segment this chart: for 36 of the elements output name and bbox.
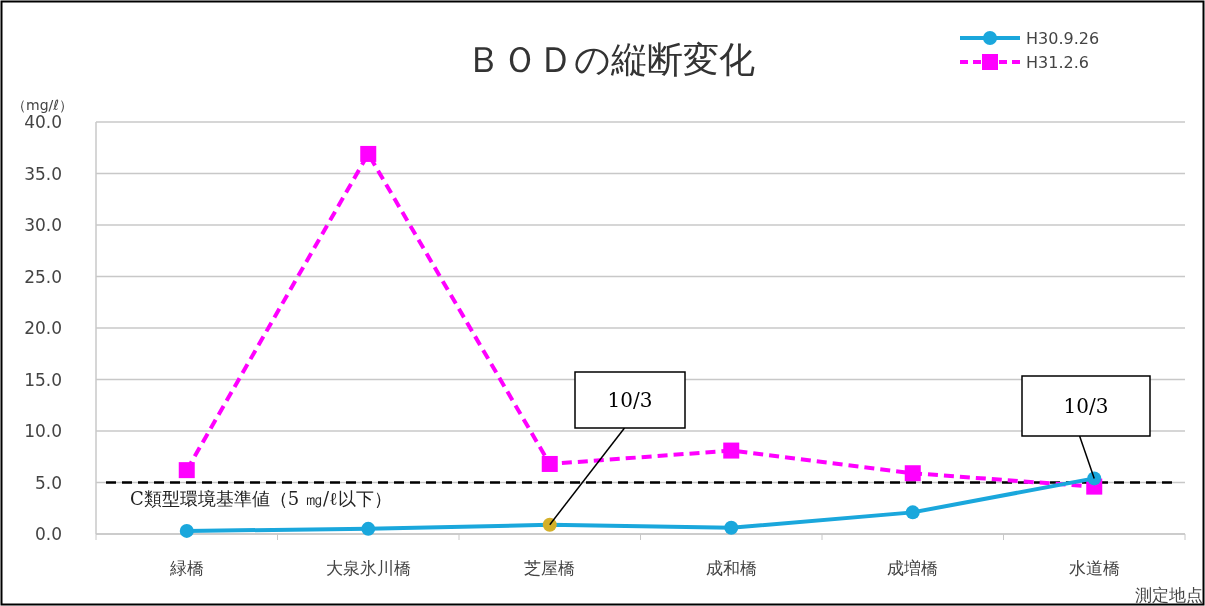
point (904, 465, 921, 482)
point (179, 523, 194, 538)
y-tick-label: 40.0 (24, 112, 62, 132)
x-axis-title: 測定地点 (1135, 585, 1203, 605)
legend-label: H31.2.6 (1026, 53, 1089, 72)
ref-line-label: C類型環境基準値（5 ㎎/ℓ以下） (130, 487, 392, 509)
point (178, 462, 195, 479)
y-tick-label: 20.0 (24, 318, 62, 338)
x-tick-label: 大泉氷川橋 (325, 558, 411, 578)
y-tick-label: 10.0 (24, 421, 62, 441)
x-tick-label: 成増橋 (887, 558, 939, 578)
x-tick-label: 芝屋橋 (524, 558, 576, 578)
point (542, 517, 557, 532)
point (905, 505, 920, 520)
annotation: 10/3 (607, 388, 653, 412)
callout: 10/3 (1021, 375, 1151, 480)
point (723, 442, 740, 459)
annotation: 10/3 (1063, 394, 1109, 418)
y-tick-label: 30.0 (24, 215, 62, 235)
x-tick-label: 緑橋 (168, 558, 204, 578)
x-tick-label: 成和橋 (705, 558, 757, 578)
y-tick-label: 5.0 (34, 472, 62, 493)
y-tick-label: 25.0 (24, 266, 62, 287)
point (724, 520, 739, 535)
point (1087, 471, 1102, 486)
legend-label: H30.9.26 (1026, 29, 1100, 48)
callout: 10/3 (549, 371, 686, 526)
y-axis-title: （mg/ℓ） (12, 97, 74, 113)
point (360, 145, 377, 162)
y-tick-label: 35.0 (24, 163, 62, 184)
chart-title: ＢＯＤの縦断変化 (465, 39, 755, 80)
y-tick-label: 0.0 (34, 524, 62, 544)
point (541, 455, 558, 472)
y-tick-label: 15.0 (24, 369, 62, 390)
x-tick-label: 水道橋 (1068, 558, 1120, 578)
point (361, 521, 376, 536)
